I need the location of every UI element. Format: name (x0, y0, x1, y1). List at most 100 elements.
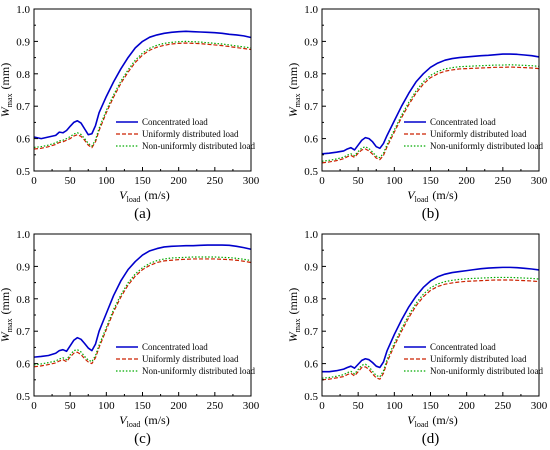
legend-label: Concentrated load (142, 342, 208, 352)
y-axis-label-sub: max (5, 318, 14, 332)
legend: Concentrated load Uniformly distributed l… (116, 117, 255, 151)
x-axis-label-sub: load (415, 420, 429, 429)
x-tick-label: 0 (31, 400, 37, 412)
y-tick-label: 0.7 (16, 326, 30, 338)
panel-label: (a) (134, 206, 151, 222)
y-axis-label: Wmax (mm) (286, 63, 302, 117)
legend: Concentrated load Uniformly distributed l… (404, 117, 543, 151)
series-line (33, 244, 252, 358)
x-tick-label: 200 (170, 175, 187, 187)
x-axis-label-sub: load (127, 420, 141, 429)
y-axis-label-main: W (286, 331, 300, 342)
legend-label: Non-uniformly distributed load (142, 366, 255, 376)
series-line (322, 266, 540, 373)
y-tick-label: 0.6 (304, 359, 318, 371)
y-axis-label: Wmax (mm) (0, 63, 14, 117)
y-tick-label: 1.0 (16, 229, 30, 241)
legend-label: Uniformly distributed load (430, 129, 527, 139)
y-axis-label: Wmax (mm) (0, 288, 14, 342)
series-line (33, 256, 252, 366)
legend-label: Concentrated load (142, 117, 208, 127)
x-axis-label-sub: load (127, 195, 141, 204)
y-tick-label: 0.8 (16, 69, 30, 81)
x-tick-label: 300 (243, 400, 260, 412)
y-tick-label: 0.7 (16, 101, 30, 113)
x-tick-label: 0 (31, 175, 37, 187)
x-tick-label: 50 (65, 400, 77, 412)
legend-label: Non-uniformly distributed load (142, 141, 255, 151)
y-tick-label: 0.5 (16, 166, 30, 178)
x-axis-label-unit: (m/s) (432, 413, 457, 427)
x-axis-label: Vload (m/s) (407, 413, 457, 429)
x-axis-label-unit: (m/s) (432, 188, 457, 202)
x-axis-label-unit: (m/s) (144, 188, 169, 202)
y-axis-label-sub: max (293, 318, 302, 332)
x-axis-label-main: V (407, 413, 416, 427)
y-tick-label: 0.5 (304, 391, 318, 403)
x-axis-label: Vload (m/s) (119, 413, 169, 429)
y-tick-label: 1.0 (304, 4, 318, 16)
y-tick-label: 1.0 (16, 4, 30, 16)
series-line (321, 64, 540, 162)
series-line (33, 40, 252, 148)
y-tick-label: 0.9 (304, 261, 318, 273)
y-axis-label-unit: (mm) (286, 288, 300, 315)
x-tick-label: 150 (422, 400, 439, 412)
x-axis-label: Vload (m/s) (119, 188, 169, 204)
y-tick-label: 0.9 (16, 261, 30, 273)
y-tick-label: 1.0 (304, 229, 318, 241)
legend-label: Uniformly distributed load (142, 354, 239, 364)
x-axis-label: Vload (m/s) (407, 188, 457, 204)
y-axis-label-unit: (mm) (286, 63, 300, 90)
y-tick-label: 0.7 (304, 101, 318, 113)
series-line (33, 42, 252, 150)
panel-label: (b) (422, 206, 440, 222)
y-tick-label: 0.6 (16, 134, 30, 146)
y-axis-label-main: W (0, 106, 12, 117)
chart-panel-4: 0 50 100 150 200 250 300 0.5 0.6 0.7 0.8 0.9 1.0 Vloa… (286, 229, 548, 447)
y-tick-label: 0.7 (304, 326, 318, 338)
x-tick-label: 100 (98, 175, 115, 187)
x-tick-label: 200 (458, 175, 475, 187)
y-axis-label-unit: (mm) (0, 63, 12, 90)
x-axis-label-unit: (m/s) (144, 413, 169, 427)
y-tick-label: 0.5 (304, 166, 318, 178)
y-tick-label: 0.6 (304, 134, 318, 146)
y-axis-label-main: W (0, 331, 12, 342)
x-tick-label: 250 (207, 400, 224, 412)
series-line (33, 258, 252, 368)
x-tick-label: 50 (353, 400, 365, 412)
series-line (321, 66, 540, 164)
x-tick-label: 250 (495, 175, 512, 187)
x-tick-label: 150 (134, 175, 151, 187)
x-tick-label: 0 (319, 400, 325, 412)
x-tick-label: 50 (65, 175, 77, 187)
x-tick-label: 50 (353, 175, 365, 187)
y-axis-label-sub: max (293, 93, 302, 107)
y-tick-label: 0.5 (16, 391, 30, 403)
y-tick-label: 0.9 (16, 36, 30, 48)
legend-label: Concentrated load (430, 342, 496, 352)
y-axis-label-unit: (mm) (0, 288, 12, 315)
x-tick-label: 0 (319, 175, 325, 187)
x-tick-label: 100 (386, 400, 403, 412)
chart-panel-1: 0 50 100 150 200 250 300 0.5 0.6 0.7 0.8 0.9 1.0 Vloa… (0, 4, 260, 222)
y-axis-label: Wmax (mm) (286, 288, 302, 342)
y-tick-label: 0.8 (304, 294, 318, 306)
legend-label: Uniformly distributed load (142, 129, 239, 139)
x-tick-label: 200 (458, 400, 475, 412)
x-tick-label: 200 (170, 400, 187, 412)
legend-label: Concentrated load (430, 117, 496, 127)
legend-label: Uniformly distributed load (430, 354, 527, 364)
x-axis-label-sub: load (415, 195, 429, 204)
panel-label: (c) (134, 431, 151, 447)
x-axis-label-main: V (407, 188, 416, 202)
x-tick-label: 250 (207, 175, 224, 187)
chart-panel-3: 0 50 100 150 200 250 300 0.5 0.6 0.7 0.8 0.9 1.0 Vloa… (0, 229, 260, 447)
series-line (321, 279, 540, 381)
x-tick-label: 300 (243, 175, 260, 187)
y-tick-label: 0.8 (16, 294, 30, 306)
panel-label: (d) (422, 431, 440, 447)
series-line (33, 30, 252, 140)
